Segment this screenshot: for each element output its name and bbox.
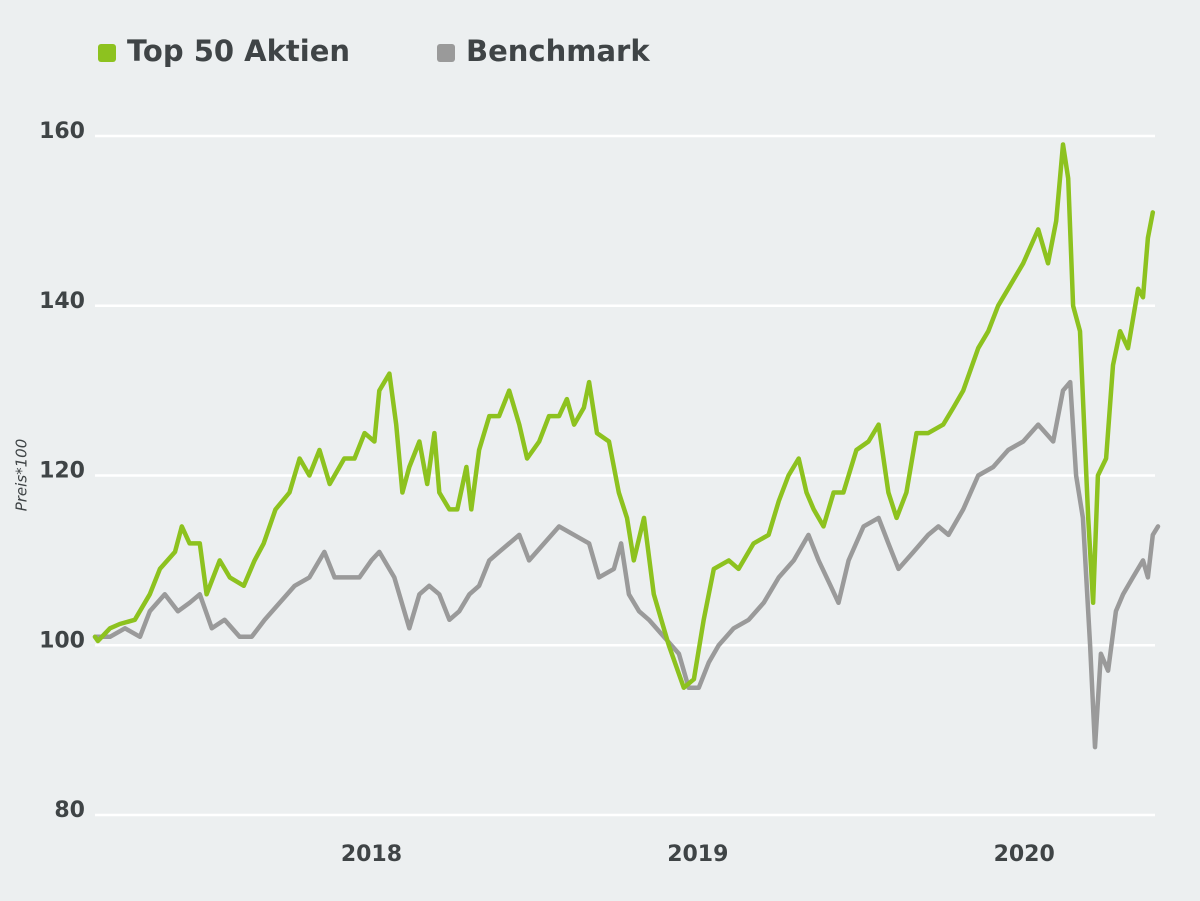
legend-label: Benchmark	[466, 34, 650, 68]
y-tick-label: 100	[39, 628, 85, 653]
lines	[92, 142, 1161, 750]
legend-label: Top 50 Aktien	[127, 34, 350, 68]
y-tick-label: 140	[39, 289, 85, 314]
y-axis-label: Preis*100	[13, 439, 31, 512]
x-tick-label: 2018	[341, 842, 402, 867]
legend-swatch	[98, 44, 116, 62]
x-tick-label: 2019	[667, 842, 728, 867]
legend: Top 50 Aktien Benchmark	[98, 34, 650, 68]
series-line	[92, 142, 1156, 690]
legend-swatch	[437, 44, 455, 62]
grid: 80 100 120 140 160 2018 2019 2020	[39, 119, 1155, 867]
y-tick-label: 160	[39, 119, 85, 144]
y-tick-label: 120	[39, 459, 85, 484]
x-tick-label: 2020	[994, 842, 1055, 867]
series-line	[92, 379, 1161, 750]
y-tick-label: 80	[54, 798, 85, 823]
